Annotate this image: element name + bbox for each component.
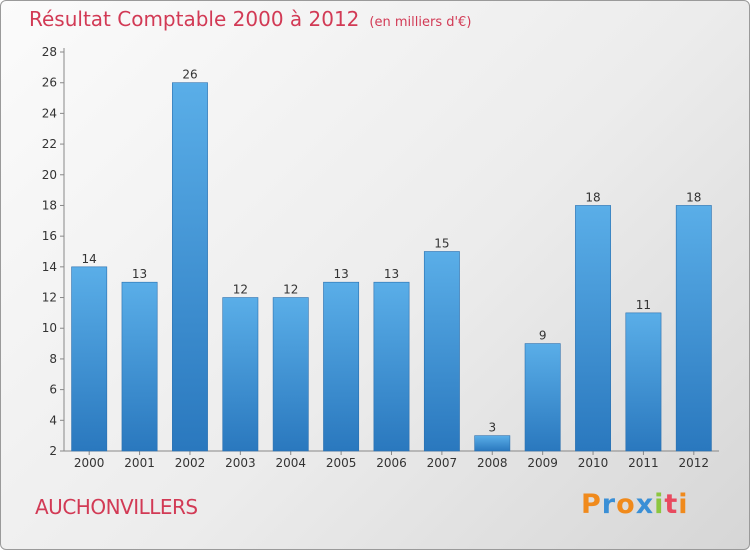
bar	[172, 82, 208, 452]
y-tick-label: 14	[42, 260, 57, 274]
y-tick-label: 16	[42, 229, 57, 243]
y-tick-label: 10	[42, 321, 57, 335]
x-tick-label: 2007	[427, 456, 458, 470]
x-tick-label: 2000	[74, 456, 105, 470]
proxiti-logo: Proxiti	[581, 489, 689, 520]
bar	[323, 281, 360, 452]
y-tick-label: 4	[49, 413, 57, 427]
chart-title-text: Résultat Comptable 2000 à 2012	[29, 7, 360, 31]
x-tick-label: 2002	[175, 456, 206, 470]
bar-value-label: 18	[585, 190, 600, 204]
bar	[474, 435, 511, 452]
logo-letter: o	[616, 489, 636, 520]
bar-value-label: 11	[636, 298, 651, 312]
x-tick-label: 2012	[679, 456, 710, 470]
y-tick-label: 22	[42, 137, 57, 151]
x-tick-label: 2004	[275, 456, 306, 470]
x-tick-label: 2008	[477, 456, 508, 470]
chart-unit: (en milliers d'€)	[369, 15, 472, 30]
x-tick-label: 2001	[124, 456, 155, 470]
bar	[373, 281, 410, 452]
logo-letter: t	[664, 489, 679, 520]
bar	[423, 251, 460, 452]
bar	[272, 297, 309, 452]
bar-value-label: 9	[539, 329, 547, 343]
x-tick-label: 2011	[628, 456, 659, 470]
bar-value-label: 13	[384, 267, 399, 281]
logo-letter: r	[601, 489, 617, 520]
bar	[71, 266, 108, 452]
bar-value-label: 14	[82, 252, 97, 266]
y-tick-label: 2	[49, 444, 57, 458]
logo-letter: P	[581, 489, 602, 520]
y-tick-label: 26	[42, 76, 57, 90]
bar-value-label: 3	[488, 421, 496, 435]
bars: 14 13 26 12 12 13 13 15 3 9 18 11 18	[71, 68, 712, 452]
x-tick-label: 2003	[225, 456, 256, 470]
bar-value-label: 18	[686, 190, 701, 204]
y-tick-label: 8	[49, 352, 57, 366]
bar-value-label: 13	[333, 267, 348, 281]
x-tick-label: 2009	[527, 456, 558, 470]
x-tick-label: 2005	[326, 456, 357, 470]
bar-value-label: 13	[132, 267, 147, 281]
y-tick-label: 28	[42, 45, 57, 59]
y-tick-label: 12	[42, 291, 57, 305]
bar-value-label: 12	[233, 283, 248, 297]
logo-letter: x	[635, 489, 655, 520]
y-tick-label: 18	[42, 198, 57, 212]
bar	[675, 205, 712, 452]
y-tick-label: 20	[42, 168, 57, 182]
y-tick-label: 24	[42, 106, 57, 120]
bar-value-label: 26	[182, 68, 197, 82]
x-tick-label: 2010	[578, 456, 609, 470]
bar-value-label: 15	[434, 237, 449, 251]
logo-letter: i	[678, 489, 689, 520]
bar	[625, 312, 662, 452]
logo-letter: i	[654, 489, 665, 520]
bar	[575, 205, 611, 452]
bar	[524, 343, 561, 452]
bar-value-label: 12	[283, 283, 298, 297]
bar	[222, 297, 259, 452]
chart-title: Résultat Comptable 2000 à 2012 (en millie…	[29, 7, 471, 31]
bar	[121, 281, 158, 452]
x-axis: 2000 2001 2002 2003 2004 2005 2006 2007 2008 2009…	[64, 450, 719, 470]
y-tick-label: 6	[49, 383, 57, 397]
place-name: AUCHONVILLERS	[35, 495, 198, 519]
x-tick-label: 2006	[376, 456, 407, 470]
